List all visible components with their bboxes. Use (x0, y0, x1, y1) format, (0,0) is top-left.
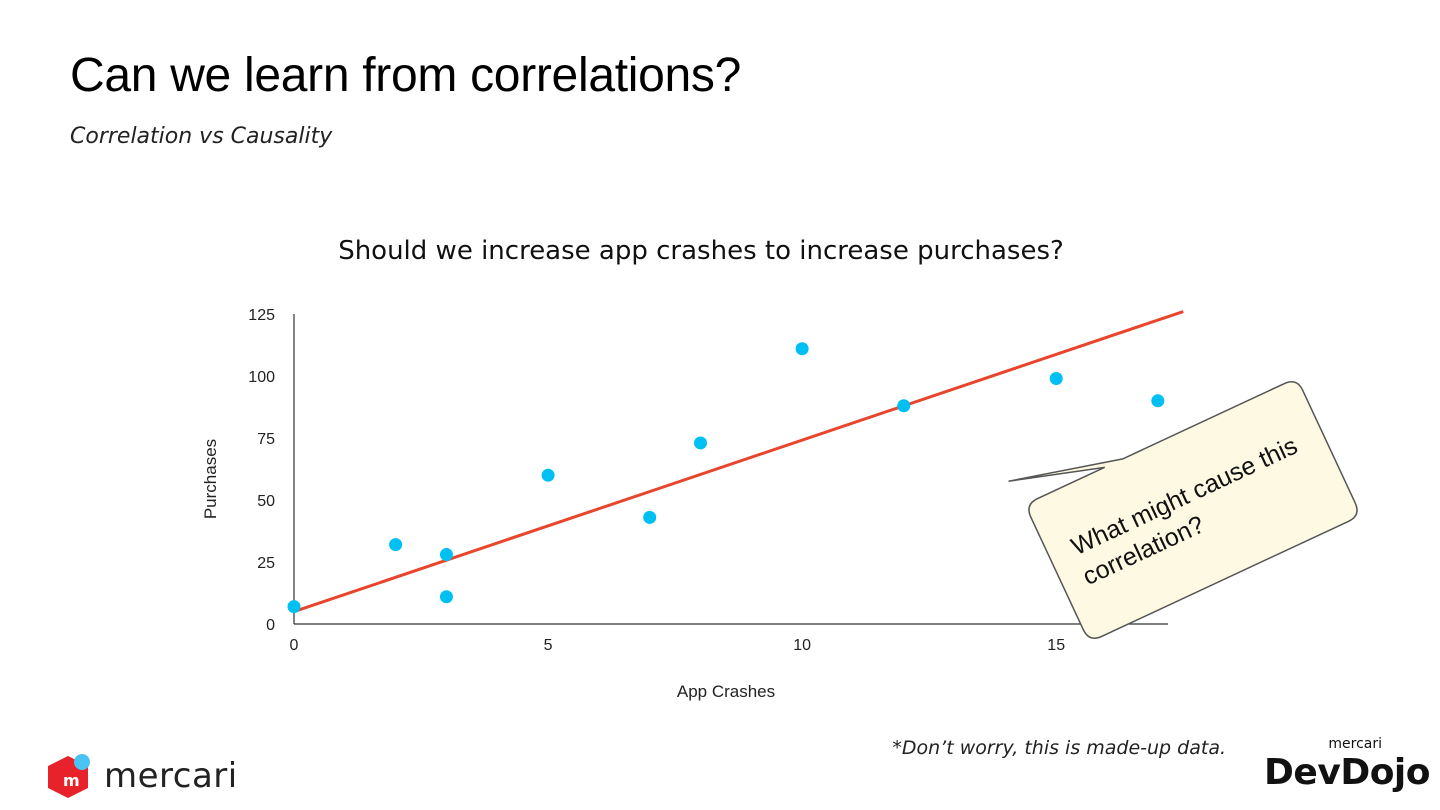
mercari-wordmark: mercari (104, 756, 238, 796)
x-tick-label: 15 (1047, 637, 1065, 654)
chart-axes (293, 314, 1168, 625)
devdojo-wordmark: DevDojo (1264, 752, 1430, 793)
data-point (1151, 394, 1165, 408)
x-tick-label: 0 (290, 637, 299, 654)
devdojo-logo: mercari DevDojo (1264, 736, 1430, 793)
mercari-logo: m mercari (46, 752, 238, 800)
x-tick-label: 10 (793, 637, 811, 654)
mercari-box-icon: m (48, 754, 90, 798)
data-point (287, 600, 301, 614)
x-axis-title: App Crashes (677, 682, 775, 701)
data-point (1049, 371, 1063, 385)
data-point (643, 510, 657, 524)
svg-text:m: m (63, 771, 80, 790)
data-point (541, 468, 555, 482)
devdojo-small-text: mercari (1328, 736, 1382, 752)
y-tick-label: 125 (248, 307, 275, 324)
x-tick-label: 5 (544, 637, 553, 654)
slide-subtitle: Correlation vs Causality (70, 124, 333, 149)
chart-ticks: 0 25 50 75 100 125 0 5 10 15 (248, 307, 1065, 654)
y-axis-title: Purchases (201, 439, 220, 519)
data-point (439, 548, 453, 562)
slide-title: Can we learn from correlations? (70, 49, 741, 102)
trendline-group (293, 310, 1184, 614)
y-tick-label: 0 (266, 617, 275, 634)
callout-shape (1008, 381, 1358, 639)
footnote: *Don’t worry, this is made-up data. (892, 737, 1226, 759)
y-tick-label: 100 (248, 369, 275, 386)
data-point (439, 590, 453, 604)
y-tick-label: 25 (257, 555, 275, 572)
data-point (795, 342, 809, 356)
y-tick-label: 50 (257, 493, 275, 510)
data-point (897, 399, 911, 413)
trendline (293, 310, 1184, 614)
data-point (389, 538, 403, 552)
data-points (287, 342, 1165, 614)
chart-title: Should we increase app crashes to increa… (338, 236, 1064, 266)
data-point (694, 436, 708, 450)
callout-bubble: What might cause this correlation? (1008, 381, 1358, 639)
y-tick-label: 75 (257, 431, 275, 448)
